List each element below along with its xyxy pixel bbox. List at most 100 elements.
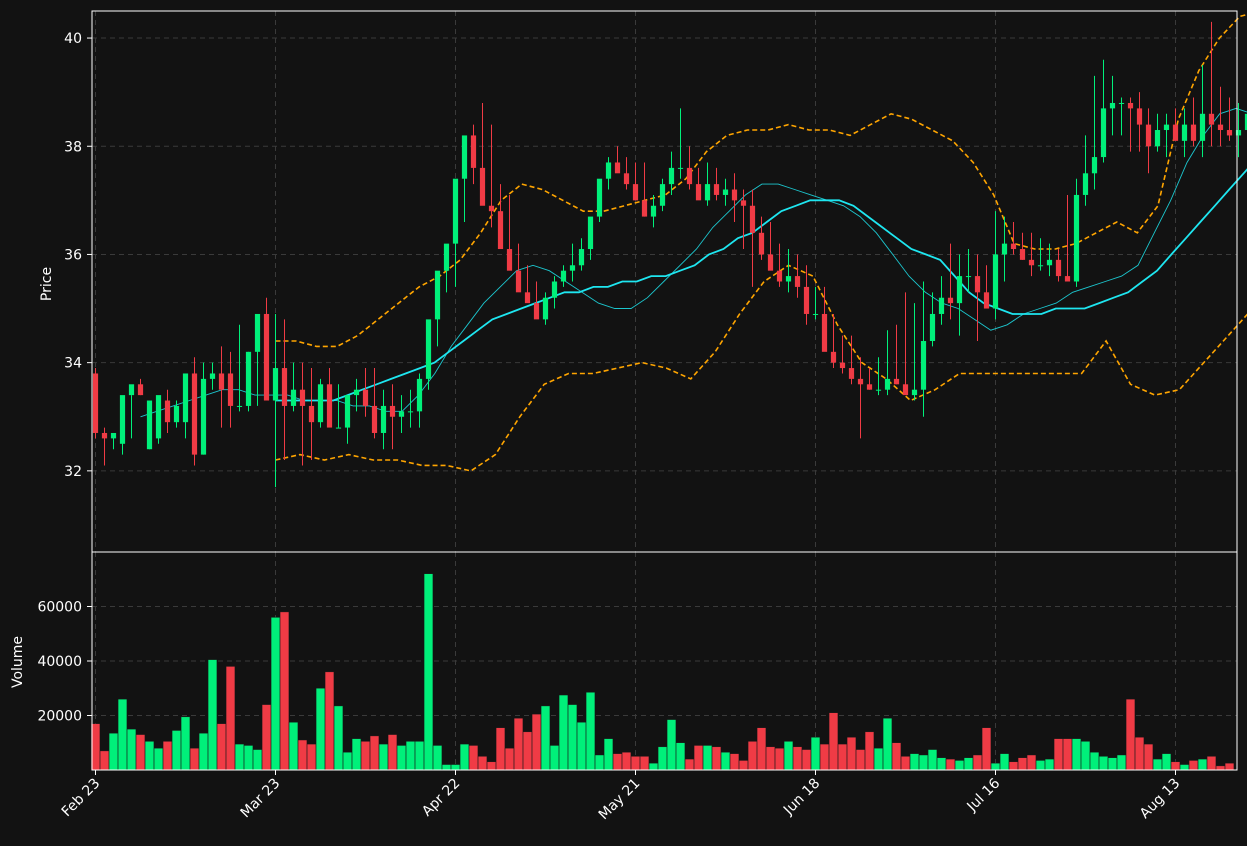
volume-bar — [802, 750, 811, 770]
volume-bar — [370, 736, 379, 770]
volume-bar — [946, 759, 955, 770]
candle-body — [165, 401, 170, 423]
volume-bar — [244, 745, 253, 770]
candle-body — [858, 379, 863, 384]
x-tick-label: Jul 16 — [964, 775, 1004, 815]
volume-bar — [1090, 752, 1099, 770]
candle-body — [903, 384, 908, 395]
volume-bar — [316, 688, 325, 770]
volume-bar — [1135, 737, 1144, 770]
candle-body — [678, 168, 683, 169]
candle-body — [759, 233, 764, 255]
volume-bar — [865, 732, 874, 770]
volume-bar — [154, 748, 163, 770]
candle — [93, 368, 98, 438]
volume-bar — [748, 741, 757, 770]
volume-bar — [136, 735, 145, 770]
candle-body — [984, 292, 989, 308]
volume-bar — [1000, 754, 1009, 770]
candle-body — [921, 341, 926, 390]
volume-bar — [523, 732, 532, 770]
volume-bar — [937, 758, 946, 770]
volume-bar — [1189, 760, 1198, 770]
candle-body — [246, 352, 251, 406]
volume-bar — [1018, 758, 1027, 770]
candle-body — [381, 406, 386, 433]
volume-bar — [667, 720, 676, 770]
volume-bar — [199, 733, 208, 770]
candle-body — [804, 287, 809, 314]
volume-bar — [1054, 739, 1063, 770]
candle-body — [570, 265, 575, 270]
volume-bar — [1027, 755, 1036, 770]
price-y-tick-label: 38 — [64, 139, 82, 155]
candle-body — [336, 428, 341, 429]
candle-body — [840, 363, 845, 368]
candle-body — [1164, 125, 1169, 130]
price-y-tick-label: 32 — [64, 464, 82, 480]
volume-bar — [874, 748, 883, 770]
candle-body — [642, 200, 647, 216]
candle-body — [327, 384, 332, 427]
volume-bar — [1036, 760, 1045, 770]
candle-body — [813, 314, 818, 315]
candle-body — [993, 254, 998, 308]
volume-bar — [397, 745, 406, 770]
volume-bar — [1153, 759, 1162, 770]
volume-bar — [955, 760, 964, 770]
volume-bar — [109, 733, 118, 770]
volume-bar — [1117, 755, 1126, 770]
volume-bar — [1225, 763, 1234, 770]
candle-body — [156, 395, 161, 438]
candle-body — [975, 276, 980, 292]
volume-bar — [1126, 699, 1135, 770]
candle-body — [516, 271, 521, 293]
volume-bar — [298, 740, 307, 770]
x-tick-label: Mar 23 — [238, 776, 284, 822]
x-tick-label: Aug 13 — [1137, 776, 1183, 822]
volume-bar — [775, 748, 784, 770]
volume-bar — [928, 750, 937, 770]
candle-body — [669, 168, 674, 184]
volume-bar — [730, 754, 739, 770]
candle-body — [102, 433, 107, 438]
x-tick-label: Jun 18 — [780, 776, 823, 819]
candle-body — [651, 206, 656, 217]
volume-bar — [1198, 759, 1207, 770]
volume-bar — [1063, 739, 1072, 770]
candle-body — [1227, 130, 1232, 135]
volume-bar — [595, 755, 604, 770]
volume-bar — [532, 714, 541, 770]
volume-bar — [1171, 762, 1180, 770]
volume-bar — [784, 741, 793, 770]
volume-y-tick-label: 20000 — [37, 709, 82, 725]
candle-body — [444, 244, 449, 271]
price-y-tick-label: 36 — [64, 247, 82, 263]
candle-body — [507, 249, 512, 271]
volume-bar — [604, 739, 613, 770]
candle-body — [417, 379, 422, 411]
candle-body — [1137, 108, 1142, 124]
candle-body — [1011, 244, 1016, 249]
volume-bar — [856, 750, 865, 770]
candle-body — [885, 379, 890, 390]
volume-bar — [1162, 754, 1171, 770]
candle-body — [849, 368, 854, 379]
volume-bar — [235, 744, 244, 770]
candle — [156, 395, 161, 444]
candle-body — [471, 135, 476, 167]
volume-bar — [811, 737, 820, 770]
candle-body — [777, 271, 782, 282]
candle-body — [480, 168, 485, 206]
candle-body — [705, 184, 710, 200]
candle-body — [732, 190, 737, 201]
candle-body — [1110, 103, 1115, 108]
candle-body — [957, 276, 962, 303]
candle — [147, 401, 152, 450]
volume-bar — [118, 699, 127, 770]
candle-body — [930, 314, 935, 341]
candle-body — [372, 406, 377, 433]
candle-body — [615, 162, 620, 173]
volume-bar — [262, 705, 271, 770]
candle-body — [1065, 276, 1070, 281]
